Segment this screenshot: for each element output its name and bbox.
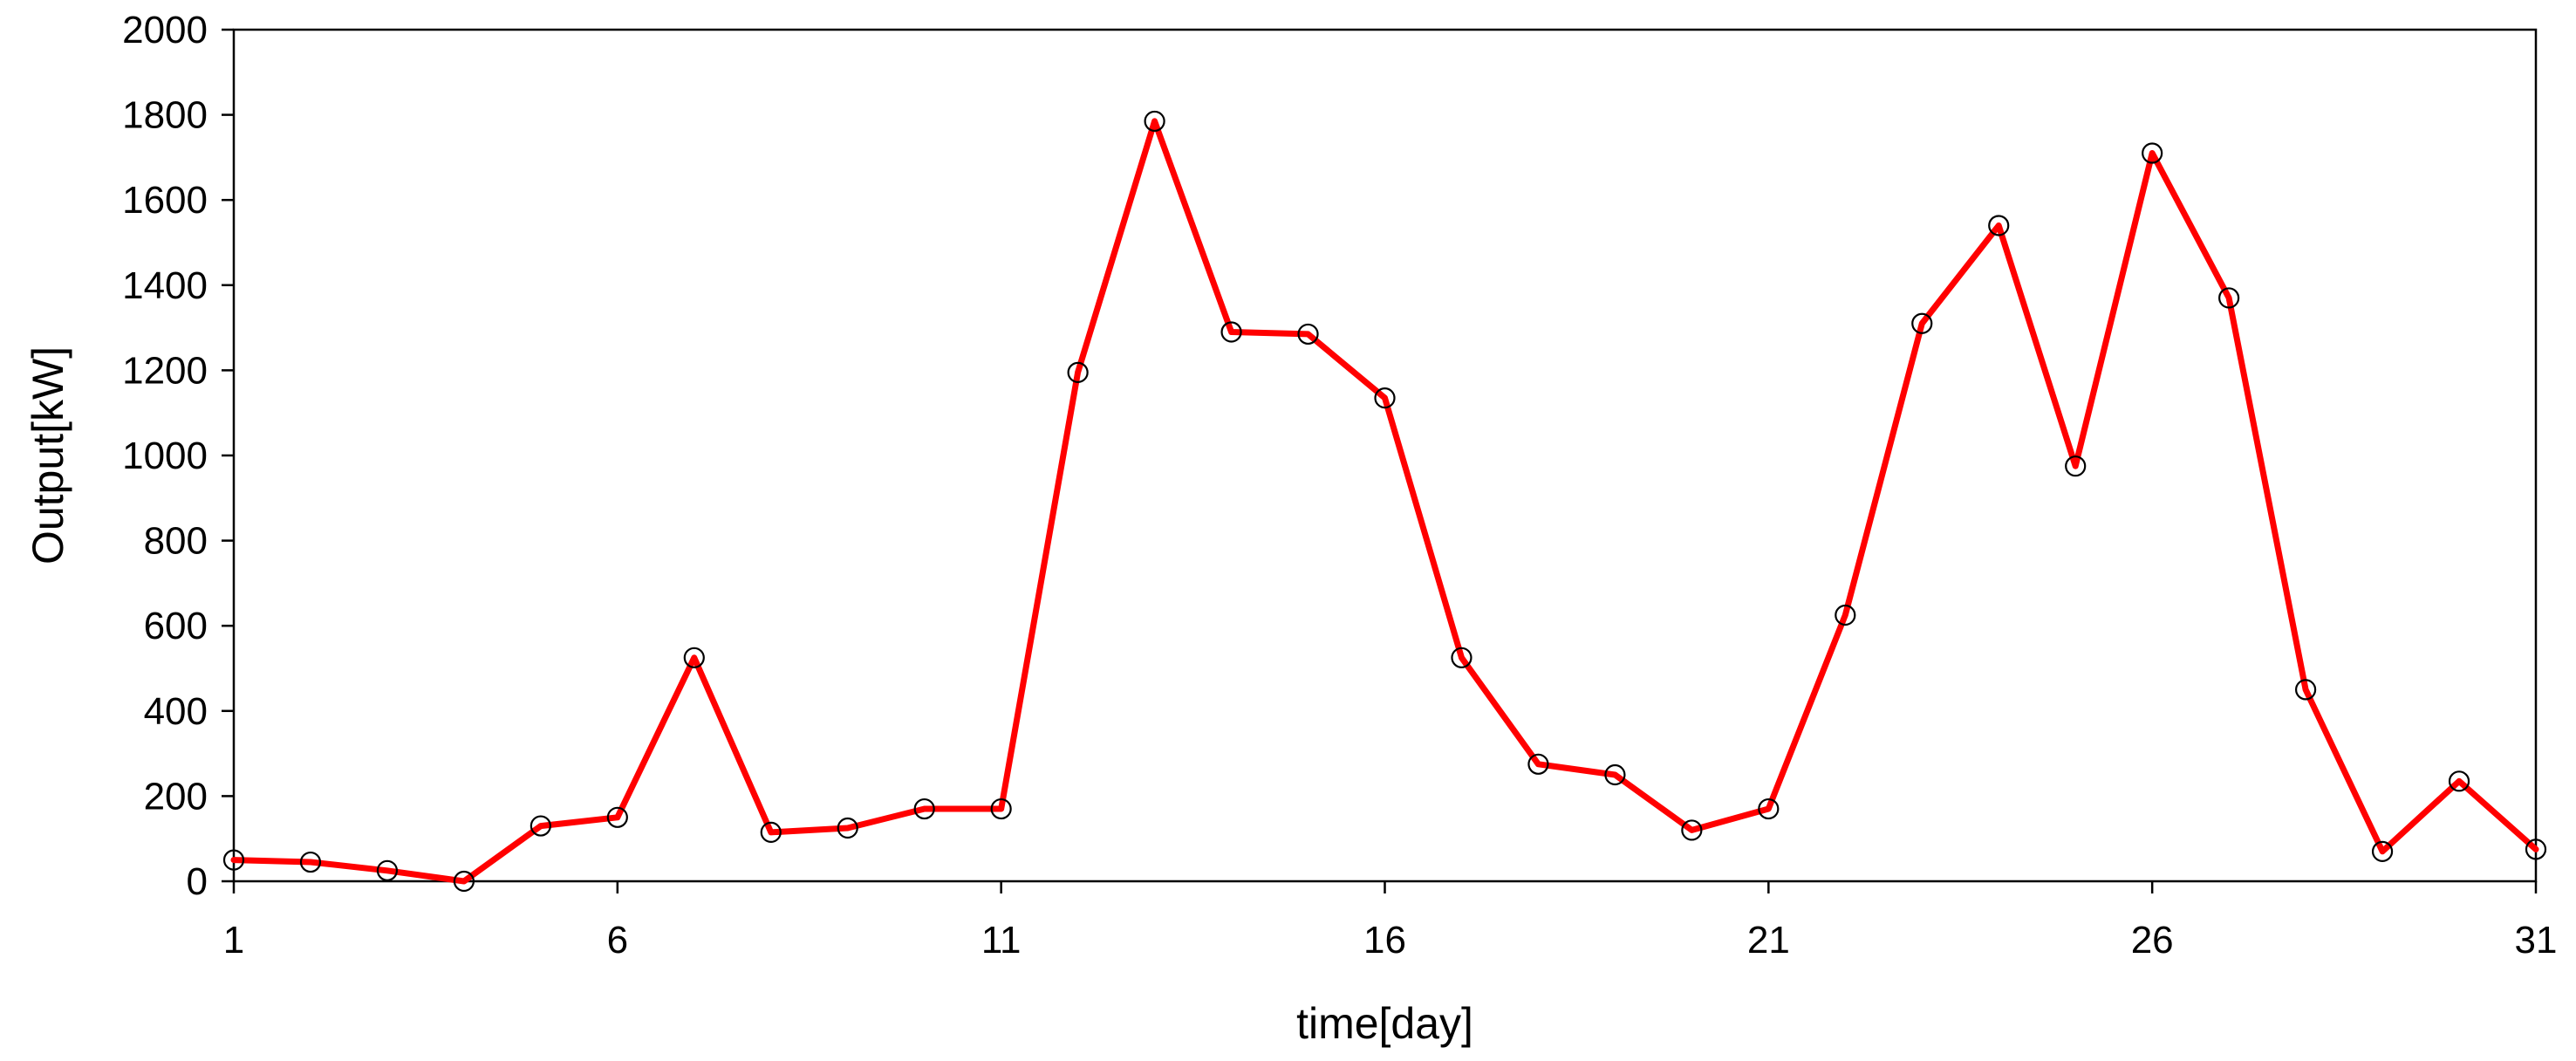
data-point <box>760 821 782 843</box>
y-tick-label: 600 <box>144 605 208 647</box>
data-point <box>1604 763 1626 786</box>
data-point <box>453 870 475 893</box>
x-tick-label: 11 <box>981 919 1022 962</box>
y-tick-label: 1000 <box>122 435 208 477</box>
x-axis: 1 6 11 16 21 26 31 <box>223 881 2558 962</box>
data-point <box>376 859 399 881</box>
data-point <box>1220 321 1242 343</box>
data-point <box>2448 770 2470 792</box>
x-tick-label: 1 <box>223 919 244 962</box>
y-tick-label: 200 <box>144 775 208 818</box>
data-point <box>2525 839 2547 860</box>
x-tick-label: 31 <box>2515 919 2558 962</box>
series-markers-group <box>222 110 2547 893</box>
x-tick-label: 16 <box>1363 919 1406 962</box>
data-point <box>1297 323 1319 346</box>
data-point <box>913 797 935 820</box>
x-tick-label: 21 <box>1747 919 1790 962</box>
data-point <box>2142 142 2163 164</box>
x-tick-label: 6 <box>607 919 628 962</box>
x-axis-title: time[day] <box>1296 999 1473 1048</box>
y-tick-label: 0 <box>187 860 208 903</box>
data-point <box>1374 387 1396 409</box>
y-tick-label: 800 <box>144 520 208 563</box>
data-point <box>1527 753 1549 775</box>
data-point <box>2371 840 2394 862</box>
y-tick-label: 1200 <box>122 349 208 392</box>
data-point <box>1067 361 1089 383</box>
series-line-group <box>230 118 2539 885</box>
data-point <box>2218 287 2240 309</box>
data-point <box>530 815 551 837</box>
data-point <box>1681 819 1703 841</box>
data-point <box>990 797 1012 820</box>
data-point <box>1911 312 1933 334</box>
series-line <box>230 118 2539 885</box>
y-tick-label: 1800 <box>122 94 208 137</box>
data-point <box>1835 604 1856 626</box>
x-tick-label: 26 <box>2131 919 2174 962</box>
data-point <box>2065 455 2087 477</box>
data-point <box>1758 797 1780 820</box>
data-point <box>299 851 322 873</box>
y-axis: 0 200 400 600 800 1000 1200 1400 1600 1800 2000 <box>122 9 234 903</box>
plot-area <box>232 28 2538 883</box>
y-axis-title: Output[kW] <box>24 346 72 565</box>
data-point <box>1451 647 1472 668</box>
data-point <box>1988 215 2010 236</box>
data-point <box>683 647 705 668</box>
data-point <box>2295 679 2317 701</box>
data-point <box>1144 110 1165 133</box>
y-tick-label: 2000 <box>122 9 208 51</box>
data-point <box>606 806 628 828</box>
y-tick-label: 1600 <box>122 179 208 222</box>
data-point <box>837 817 858 839</box>
data-point <box>222 849 245 871</box>
y-tick-label: 1400 <box>122 264 208 307</box>
plot-frame <box>232 28 2538 883</box>
y-tick-label: 400 <box>144 690 208 733</box>
